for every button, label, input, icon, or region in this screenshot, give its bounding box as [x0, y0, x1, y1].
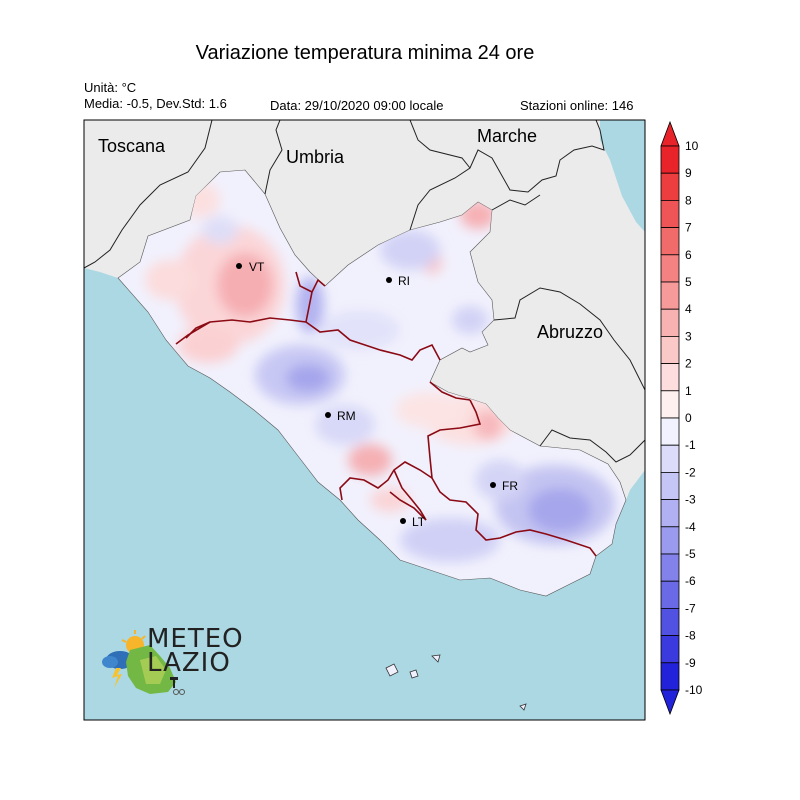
city-label-ri: RI	[398, 274, 410, 288]
province-borders	[84, 120, 645, 463]
colorbar-min-arrow	[660, 689, 680, 716]
anomaly-field	[145, 182, 615, 562]
colorbar-swatch	[660, 526, 680, 555]
colorbar-swatch	[660, 635, 680, 664]
colorbar-tick-label: -7	[685, 601, 696, 615]
meteo-lazio-logo-icon	[102, 630, 185, 695]
colorbar-tick-label: 2	[685, 357, 692, 371]
colorbar-tick-label: 4	[685, 302, 692, 316]
colorbar-swatch	[660, 281, 680, 310]
region-label-marche: Marche	[477, 126, 537, 146]
adriatic-sea	[600, 120, 645, 232]
colorbar-swatch	[660, 471, 680, 500]
colorbar-swatch	[660, 553, 680, 582]
lazio-border	[175, 271, 597, 557]
colorbar-swatch	[660, 580, 680, 609]
city-marker-ri	[386, 277, 392, 283]
date-label: Data: 29/10/2020 09:00 locale	[270, 98, 444, 113]
colorbar-tick-label: -8	[685, 629, 696, 643]
colorbar-tick-label: -5	[685, 547, 696, 561]
stats-label: Media: -0.5, Dev.Std: 1.6	[84, 96, 227, 111]
logo-line-1: METEO	[147, 624, 244, 654]
colorbar-tick-label: -10	[685, 683, 703, 697]
colorbar-tick-label: 7	[685, 221, 692, 235]
colorbar-swatch	[660, 145, 680, 174]
colorbar-tick-label: -3	[685, 493, 696, 507]
unit-label: Unità: °C	[84, 80, 137, 95]
city-marker-vt	[236, 263, 242, 269]
colorbar-max-arrow	[660, 120, 680, 147]
colorbar-swatch	[660, 227, 680, 256]
city-label-rm: RM	[337, 409, 356, 423]
city-label-vt: VT	[249, 260, 265, 274]
colorbar-swatch	[660, 608, 680, 637]
colorbar-tick-label: -6	[685, 574, 696, 588]
colorbar-swatch	[660, 363, 680, 392]
logo-line-2: LAZIO	[147, 648, 231, 678]
colorbar-swatch	[660, 308, 680, 337]
colorbar-swatch	[660, 499, 680, 528]
region-label-abruzzo: Abruzzo	[537, 322, 603, 342]
colorbar-tick-label: 1	[685, 384, 692, 398]
map-frame	[83, 119, 646, 721]
city-marker-fr	[490, 482, 496, 488]
colorbar-tick-label: -4	[685, 520, 696, 534]
map-title: Variazione temperatura minima 24 ore	[195, 42, 535, 64]
colorbar-swatch	[660, 335, 680, 364]
colorbar-swatch	[660, 254, 680, 283]
colorbar-swatch	[660, 390, 680, 419]
islands	[385, 654, 527, 711]
colorbar-tick-label: 3	[685, 329, 692, 343]
city-label-fr: FR	[502, 479, 518, 493]
colorbar-swatch	[660, 199, 680, 228]
colorbar-tick-label: 9	[685, 166, 692, 180]
meteo-lazio-logo: METEO LAZIO	[147, 624, 244, 678]
region-label-toscana: Toscana	[98, 136, 166, 156]
sea	[84, 268, 645, 720]
colorbar-tick-label: 5	[685, 275, 692, 289]
stations-label: Stazioni online: 146	[520, 98, 634, 113]
colorbar-tick-label: 0	[685, 411, 692, 425]
colorbar-swatch	[660, 417, 680, 446]
city-marker-lt	[400, 518, 406, 524]
colorbar-swatch	[660, 172, 680, 201]
colorbar-tick-label: 10	[685, 139, 699, 153]
colorbar-swatch	[660, 662, 680, 691]
colorbar-tick-label: 6	[685, 248, 692, 262]
colorbar-swatch	[660, 444, 680, 473]
colorbar-tick-label: 8	[685, 193, 692, 207]
colorbar-tick-label: -9	[685, 656, 696, 670]
colorbar-tick-label: -2	[685, 465, 696, 479]
region-label-umbria: Umbria	[286, 147, 345, 167]
city-label-lt: LT	[412, 515, 426, 529]
city-marker-rm	[325, 412, 331, 418]
colorbar-tick-label: -1	[685, 438, 696, 452]
